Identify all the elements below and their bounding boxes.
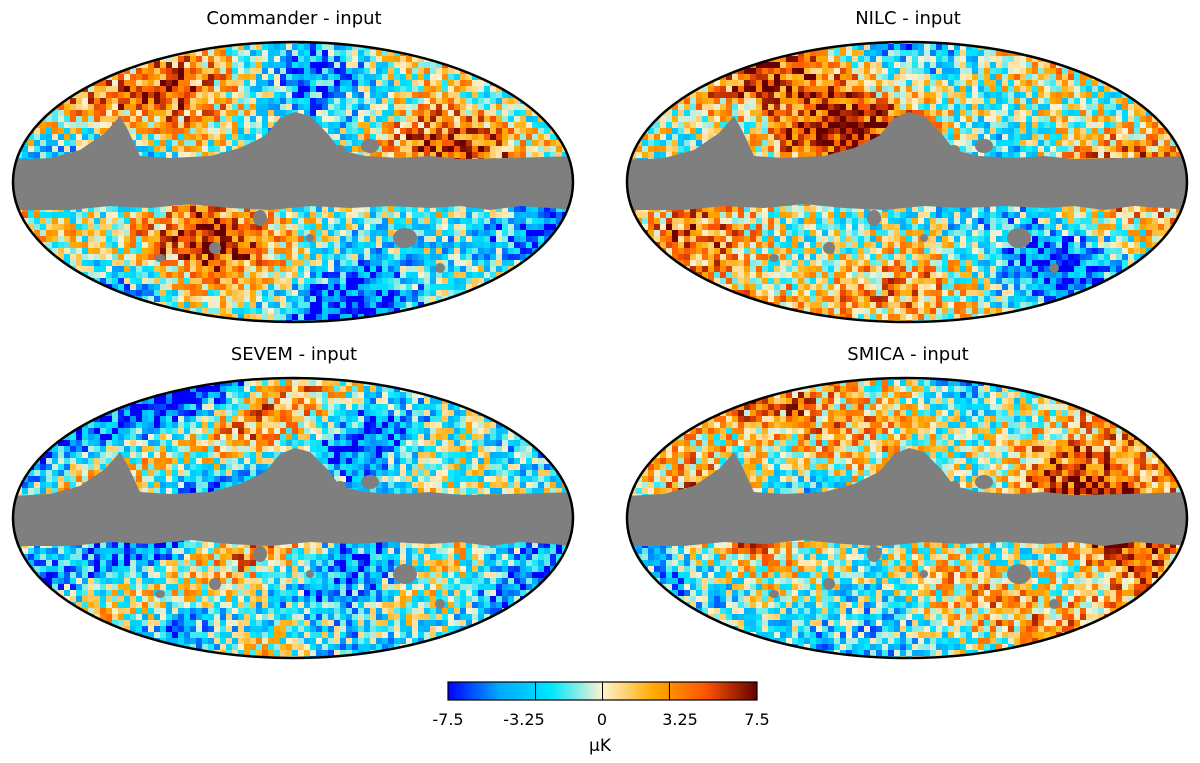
mask-hole — [253, 546, 267, 562]
mask-hole — [867, 210, 881, 226]
mask-hole — [1007, 228, 1031, 248]
panel-title-smica: SMICA - input — [847, 344, 969, 365]
map-outline — [11, 376, 575, 660]
mask-hole — [769, 254, 779, 262]
colorbar-tick-label: 3.25 — [662, 710, 698, 729]
mask-hole — [920, 570, 928, 578]
colorbar-tick-label: -3.25 — [503, 710, 545, 729]
mask-hole — [306, 570, 314, 578]
panel-title-nilc: NILC - input — [855, 8, 961, 29]
mask-hole — [334, 481, 346, 491]
colorbar-gradient — [447, 681, 758, 701]
map-outline — [625, 376, 1189, 660]
mask-hole — [823, 578, 835, 590]
mask-hole — [1007, 564, 1031, 584]
galactic-mask — [627, 112, 1187, 210]
colorbar-tick-label: 0 — [596, 710, 608, 729]
sky-map-commander — [11, 40, 575, 324]
galactic-mask — [13, 448, 573, 546]
mask-hole — [948, 481, 960, 491]
mask-hole — [948, 145, 960, 155]
mask-hole — [155, 254, 165, 262]
mask-hole — [435, 599, 445, 609]
mask-hole — [306, 234, 314, 242]
mask-hole — [361, 475, 379, 489]
mask-hole — [393, 228, 417, 248]
mask-hole — [920, 234, 928, 242]
mask-hole — [1049, 599, 1059, 609]
sky-map-smica — [625, 376, 1189, 660]
mask-hole — [155, 590, 165, 598]
sky-map-sevem — [11, 376, 575, 660]
galactic-mask — [627, 448, 1187, 546]
map-outline — [11, 40, 575, 324]
mask-hole — [867, 546, 881, 562]
sky-map-pixels — [13, 42, 573, 322]
sky-map-pixels — [627, 378, 1187, 658]
sky-map-nilc — [625, 40, 1189, 324]
colorbar-tick-label: 7.5 — [744, 710, 770, 729]
mask-hole — [975, 139, 993, 153]
mask-hole — [209, 242, 221, 254]
mask-hole — [334, 145, 346, 155]
mask-hole — [1049, 263, 1059, 273]
sky-map-pixels — [13, 378, 573, 658]
mask-hole — [769, 590, 779, 598]
mask-hole — [435, 263, 445, 273]
mask-hole — [823, 242, 835, 254]
colorbar: -7.5 -3.25 0 3.25 7.5 μK — [400, 670, 820, 763]
colorbar-unit-label: μK — [589, 736, 611, 756]
mask-hole — [393, 564, 417, 584]
panel-title-commander: Commander - input — [206, 8, 382, 29]
map-outline — [625, 40, 1189, 324]
sky-map-pixels — [627, 42, 1187, 322]
mask-hole — [209, 578, 221, 590]
mask-hole — [975, 475, 993, 489]
mask-hole — [361, 139, 379, 153]
mask-hole — [253, 210, 267, 226]
panel-title-sevem: SEVEM - input — [230, 344, 358, 365]
galactic-mask — [13, 112, 573, 210]
colorbar-tick-label: -7.5 — [432, 710, 464, 729]
